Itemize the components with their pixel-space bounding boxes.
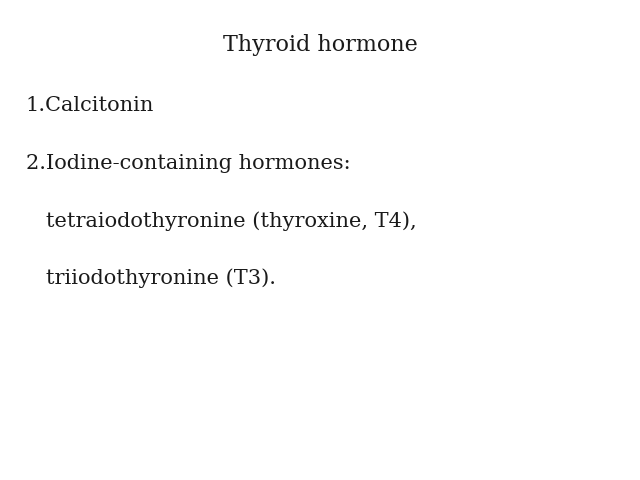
Text: Thyroid hormone: Thyroid hormone [223, 34, 417, 56]
Text: 2.Iodine-containing hormones:: 2.Iodine-containing hormones: [26, 154, 350, 173]
Text: tetraiodothyronine (thyroxine, T4),: tetraiodothyronine (thyroxine, T4), [26, 211, 416, 231]
Text: triiodothyronine (T3).: triiodothyronine (T3). [26, 269, 276, 288]
Text: 1.Calcitonin: 1.Calcitonin [26, 96, 154, 115]
